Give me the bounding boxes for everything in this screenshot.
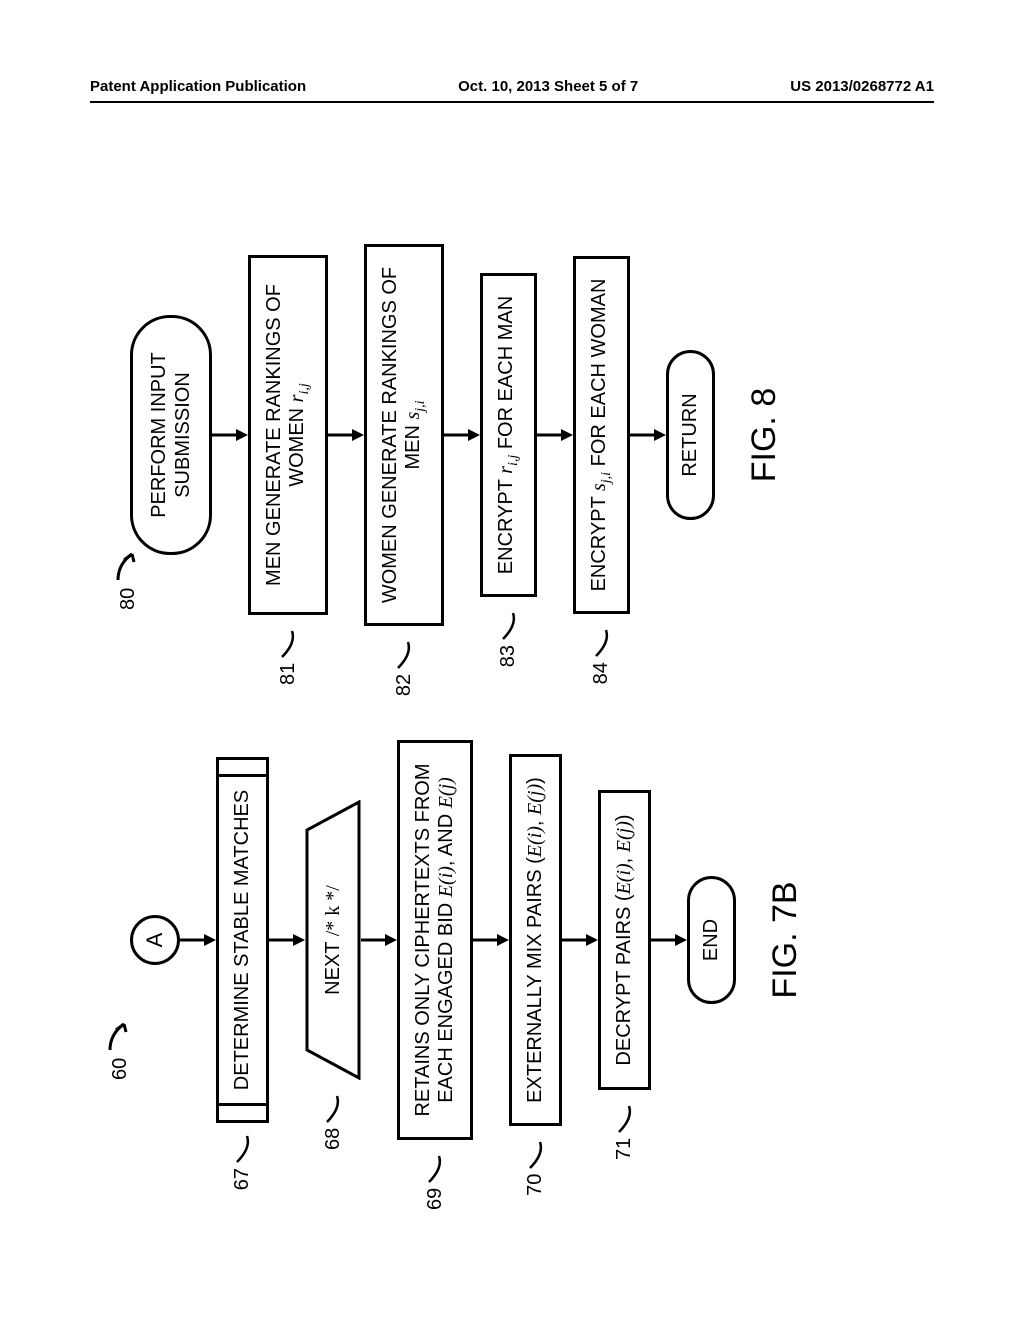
arrow-down-icon xyxy=(212,425,248,445)
terminator-start: PERFORM INPUT SUBMISSION xyxy=(130,315,212,555)
figure-label-8: FIG. 8 xyxy=(745,388,784,482)
arrow-down-icon xyxy=(269,930,305,950)
step-num-83: 83 xyxy=(497,611,520,667)
arrow-down-icon xyxy=(537,425,573,445)
ref-80: 80 xyxy=(114,542,142,610)
curved-arrow-icon xyxy=(114,542,142,582)
step-determine-stable-matches: DETERMINE STABLE MATCHES xyxy=(216,760,269,1120)
figure-label-7b: FIG. 7B xyxy=(766,881,805,998)
leader-arc-icon xyxy=(233,1134,253,1164)
header-center: Oct. 10, 2013 Sheet 5 of 7 xyxy=(458,78,638,95)
step-num-69: 69 xyxy=(424,1154,447,1210)
leader-arc-icon xyxy=(592,628,612,658)
flowchart-7b: 60 A 67 xyxy=(130,720,805,1160)
arrow-down-icon xyxy=(444,425,480,445)
step-num-71: 71 xyxy=(613,1104,636,1160)
arrow-down-icon xyxy=(361,930,397,950)
step-externally-mix-pairs: EXTERNALLY MIX PAIRS (E(i), E(j)) xyxy=(509,754,562,1126)
step-men-generate-rankings: MEN GENERATE RANKINGS OF WOMEN ri,j xyxy=(248,255,328,615)
step-retain-ciphertexts: RETAINS ONLY CIPHERTEXTS FROM EACH ENGAG… xyxy=(397,740,473,1140)
curved-arrow-icon xyxy=(106,1012,134,1052)
step-women-generate-rankings: WOMEN GENERATE RANKINGS OF MEN sj,i xyxy=(364,244,444,626)
arrow-down-icon xyxy=(328,425,364,445)
leader-arc-icon xyxy=(526,1140,546,1170)
flowchart-8: 80 PERFORM INPUT SUBMISSION 81 xyxy=(130,230,784,640)
step-num-84: 84 xyxy=(590,628,613,684)
step-num-81: 81 xyxy=(277,629,300,685)
leader-arc-icon xyxy=(394,640,414,670)
step-num-82: 82 xyxy=(393,640,416,696)
leader-arc-icon xyxy=(278,629,298,659)
leader-arc-icon xyxy=(425,1154,445,1184)
step-next-k-loop: NEXT /* k */ xyxy=(305,800,361,1080)
step-num-70: 70 xyxy=(524,1140,547,1196)
terminator-end: END xyxy=(687,876,736,1004)
leader-arc-icon xyxy=(499,611,519,641)
step-decrypt-pairs: DECRYPT PAIRS (E(i), E(j)) xyxy=(598,790,651,1090)
step-num-68: 68 xyxy=(322,1094,345,1150)
arrow-down-icon xyxy=(651,930,687,950)
ref-60: 60 xyxy=(106,1012,134,1080)
leader-arc-icon xyxy=(615,1104,635,1134)
step-encrypt-rij: ENCRYPT ri,j FOR EACH MAN xyxy=(480,273,537,597)
page-header: Patent Application Publication Oct. 10, … xyxy=(90,78,934,103)
step-encrypt-sji: ENCRYPT sj,i FOR EACH WOMAN xyxy=(573,256,630,615)
arrow-down-icon xyxy=(473,930,509,950)
connector-a: A xyxy=(130,915,180,965)
header-right: US 2013/0268772 A1 xyxy=(790,78,934,95)
terminator-return: RETURN xyxy=(666,350,715,519)
step-num-67: 67 xyxy=(231,1134,254,1190)
arrow-down-icon xyxy=(630,425,666,445)
arrow-down-icon xyxy=(562,930,598,950)
header-left: Patent Application Publication xyxy=(90,78,306,95)
diagram-area: 60 A 67 xyxy=(50,160,974,1240)
arrow-down-icon xyxy=(180,930,216,950)
leader-arc-icon xyxy=(323,1094,343,1124)
